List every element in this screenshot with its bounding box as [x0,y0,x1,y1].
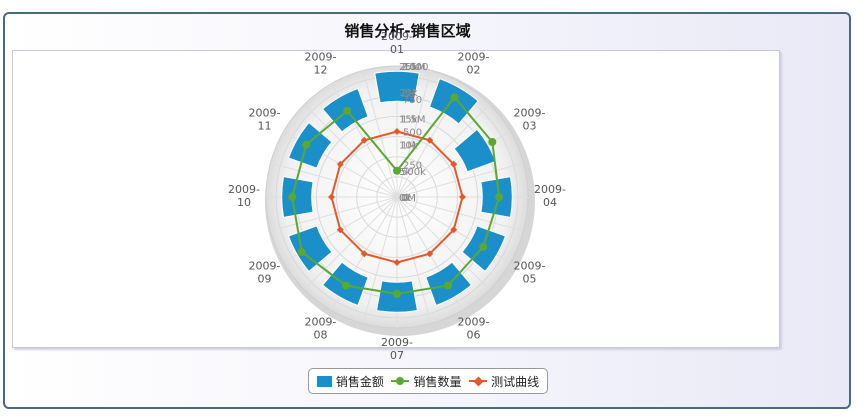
category-label: 2009-12 [305,51,337,77]
category-label: 2009-05 [514,260,546,286]
sales-quantity-point [444,281,453,290]
legend-label: 测试曲线 [491,374,540,389]
legend-swatch [391,376,410,386]
sales-quantity-point [495,193,504,201]
axis-tick-label: 25k [399,62,418,73]
test-curve-point [426,136,434,144]
grid-spoke [396,196,432,324]
sales-quantity-point [393,166,401,175]
test-curve-point [393,128,401,135]
axis-tick-label: 500k [401,167,426,178]
test-curve-point [393,259,401,266]
category-label: 2009-09 [249,260,281,286]
category-label: 2009-02 [458,51,490,77]
grid-spoke [362,196,398,324]
grid-spoke [304,104,398,198]
test-curve-point [450,226,458,234]
grid-spoke [396,196,490,290]
axis-tick-label: 20k [399,88,418,99]
grid-spoke [362,70,398,198]
legend-swatch [469,376,488,386]
bar-sector [281,176,314,218]
axis-tick-label: 250 [403,160,422,171]
legend-swatch [316,375,332,387]
sales-quantity-point [488,138,497,146]
test-curve-point [459,193,466,201]
category-label: 2009-11 [249,107,281,133]
sales-quantity-point [343,106,352,115]
bar-sector [374,70,420,104]
axis-tick-label: 1000 [403,62,428,73]
category-label: 2009-03 [514,107,546,133]
sales-quantity-point [302,140,311,149]
grid-spoke [270,162,398,198]
grid-spoke [396,196,524,232]
category-label: 2009-01 [381,30,413,56]
axis-tick-label: 1.5M [401,114,426,125]
grid-spoke [396,70,432,198]
test-curve-point [450,160,458,168]
sales-quantity-point [288,193,297,201]
sales-quantity-point [297,248,306,256]
sales-quantity-point [393,289,401,298]
category-label: 2009-04 [534,183,566,209]
axis-tick-label: 0M [401,193,416,204]
chart-title: 销售分析-销售区域 [344,22,471,40]
bar-sector [428,78,479,125]
axis-tick-label: 2.5M [401,62,426,73]
axis-tick-label: 10k [399,141,418,152]
category-label: 2009-06 [458,316,490,342]
sales-quantity-point [450,93,459,102]
legend-item-test-curve[interactable]: 测试曲线 [469,373,539,390]
axis-tick-label: 0k [399,193,411,204]
test-curve-point [336,160,344,168]
legend: 销售金额 销售数量 测试曲线 [308,368,548,394]
category-label: 2009-08 [305,316,337,342]
axis-tick-label: 2M [401,88,416,99]
test-curve-point [328,193,335,201]
axis-tick-label: 0 [403,193,409,204]
axis-tick-label: 1M [401,141,416,152]
grid-spoke [270,196,398,232]
category-label: 2009-07 [381,336,413,362]
axis-tick-label: 5k [399,167,411,178]
sales-quantity-point [479,242,488,251]
axis-tick-label: 500 [403,128,422,139]
test-curve-point [360,250,368,258]
category-label: 2009-10 [228,183,260,209]
test-curve-point [426,250,434,258]
axis-tick-label: 15k [399,114,418,125]
sales-quantity-point [341,281,350,290]
legend-label: 销售数量 [413,374,462,389]
bar-sector [287,121,333,169]
test-curve-point [336,226,344,234]
legend-item-sales-amount[interactable]: 销售金额 [316,373,384,390]
grid-spoke [304,196,398,290]
axis-tick-label: 750 [403,95,422,106]
grid-spoke [396,162,524,198]
test-curve-point [360,136,368,144]
legend-label: 销售金额 [335,374,384,389]
legend-item-sales-quantity[interactable]: 销售数量 [391,373,461,390]
